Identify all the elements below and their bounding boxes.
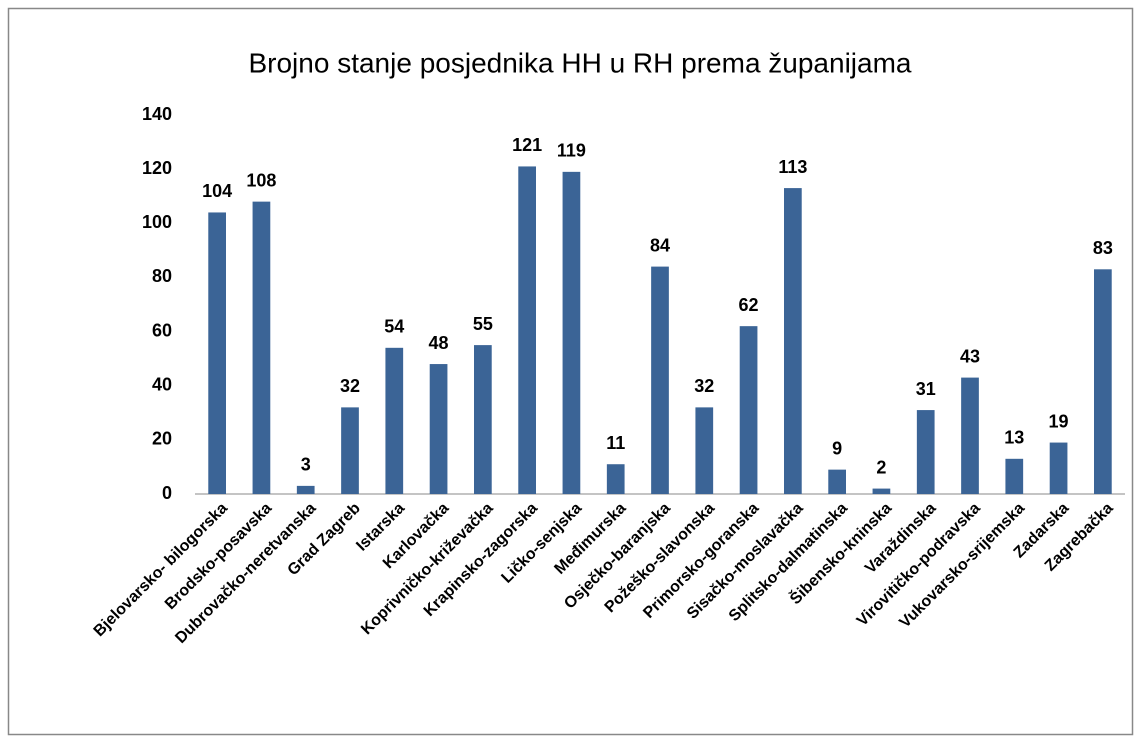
data-label: 121 — [512, 135, 542, 155]
data-label: 31 — [916, 379, 936, 399]
bar — [784, 188, 802, 495]
data-label: 32 — [340, 376, 360, 396]
bar — [385, 347, 404, 494]
bar — [606, 464, 625, 494]
y-tick-label: 140 — [142, 104, 172, 124]
data-label: 55 — [473, 314, 493, 334]
data-label: 108 — [246, 170, 276, 190]
data-label: 32 — [694, 376, 714, 396]
bar — [961, 377, 979, 494]
bar — [1049, 442, 1068, 494]
bar — [651, 266, 669, 494]
y-tick-label: 100 — [142, 212, 172, 232]
data-label: 54 — [384, 317, 404, 337]
data-label: 119 — [557, 141, 586, 161]
bar — [1094, 269, 1112, 494]
data-label: 2 — [876, 457, 886, 477]
bar — [828, 469, 846, 494]
y-tick-label: 120 — [142, 158, 172, 178]
bar — [296, 485, 315, 494]
bar — [341, 407, 359, 494]
data-label: 19 — [1049, 411, 1069, 431]
y-tick-label: 40 — [152, 374, 172, 394]
bar — [1005, 458, 1024, 494]
bar — [474, 345, 492, 494]
y-tick-label: 20 — [152, 429, 172, 449]
data-label: 48 — [429, 333, 449, 353]
bar — [252, 201, 271, 494]
y-tick-label: 0 — [162, 483, 172, 503]
bar — [208, 212, 226, 494]
chart-title: Brojno stanje posjednika HH u RH prema ž… — [248, 47, 911, 78]
y-tick-label: 60 — [152, 320, 172, 340]
data-label: 43 — [960, 346, 980, 366]
bar — [562, 171, 581, 494]
data-label: 9 — [832, 438, 842, 458]
data-label: 83 — [1093, 238, 1113, 258]
bar — [739, 326, 758, 494]
bar — [916, 410, 935, 494]
bar — [695, 407, 714, 494]
bar — [518, 166, 536, 494]
bar — [429, 364, 448, 494]
data-label: 13 — [1004, 428, 1024, 448]
data-label: 3 — [301, 455, 311, 475]
y-tick-label: 80 — [152, 266, 172, 286]
data-label: 104 — [202, 181, 232, 201]
data-label: 11 — [606, 433, 625, 453]
data-label: 62 — [739, 295, 759, 315]
data-label: 113 — [778, 157, 807, 177]
data-label: 84 — [650, 235, 670, 255]
bar — [872, 488, 891, 494]
